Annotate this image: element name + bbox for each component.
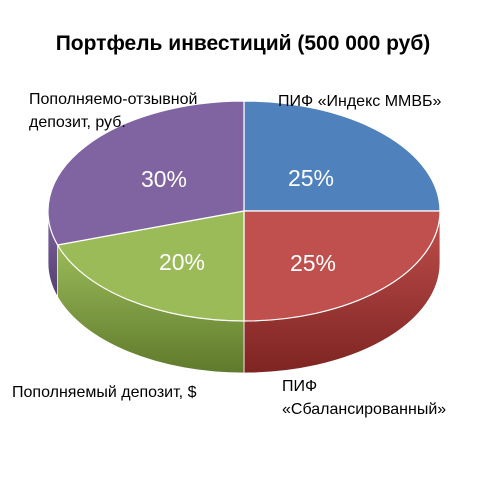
pie-side-walls	[47, 210, 441, 374]
pie-top-faces	[47, 100, 441, 322]
pie-slice-0	[243, 100, 441, 212]
pie-slice-2	[56, 210, 245, 322]
pie-slice-3	[47, 100, 245, 246]
pie-category-labels: ПИФ «Индекс ММВБ» ПИФ «Сбалансированный» По…	[12, 91, 446, 418]
pie-slice-1	[243, 210, 441, 322]
pie-category-label-0: ПИФ «Индекс ММВБ»	[278, 93, 442, 110]
pie-category-label-3: Пополняемо-отзывной депозит, руб.	[29, 91, 197, 131]
chart-title: Портфель инвестиций (500 000 руб)	[56, 32, 431, 55]
pie-category-label-1: ПИФ «Сбалансированный»	[282, 378, 446, 418]
pie-value-label-3: 30%	[141, 166, 187, 192]
pie-value-label-2: 20%	[159, 249, 205, 275]
pie-value-label-1: 25%	[290, 250, 336, 276]
pie-value-label-0: 25%	[288, 165, 334, 191]
pie-category-label-2: Пополняемый депозит, $	[12, 384, 197, 401]
pie-value-labels: 25% 25% 20% 30%	[141, 165, 336, 276]
